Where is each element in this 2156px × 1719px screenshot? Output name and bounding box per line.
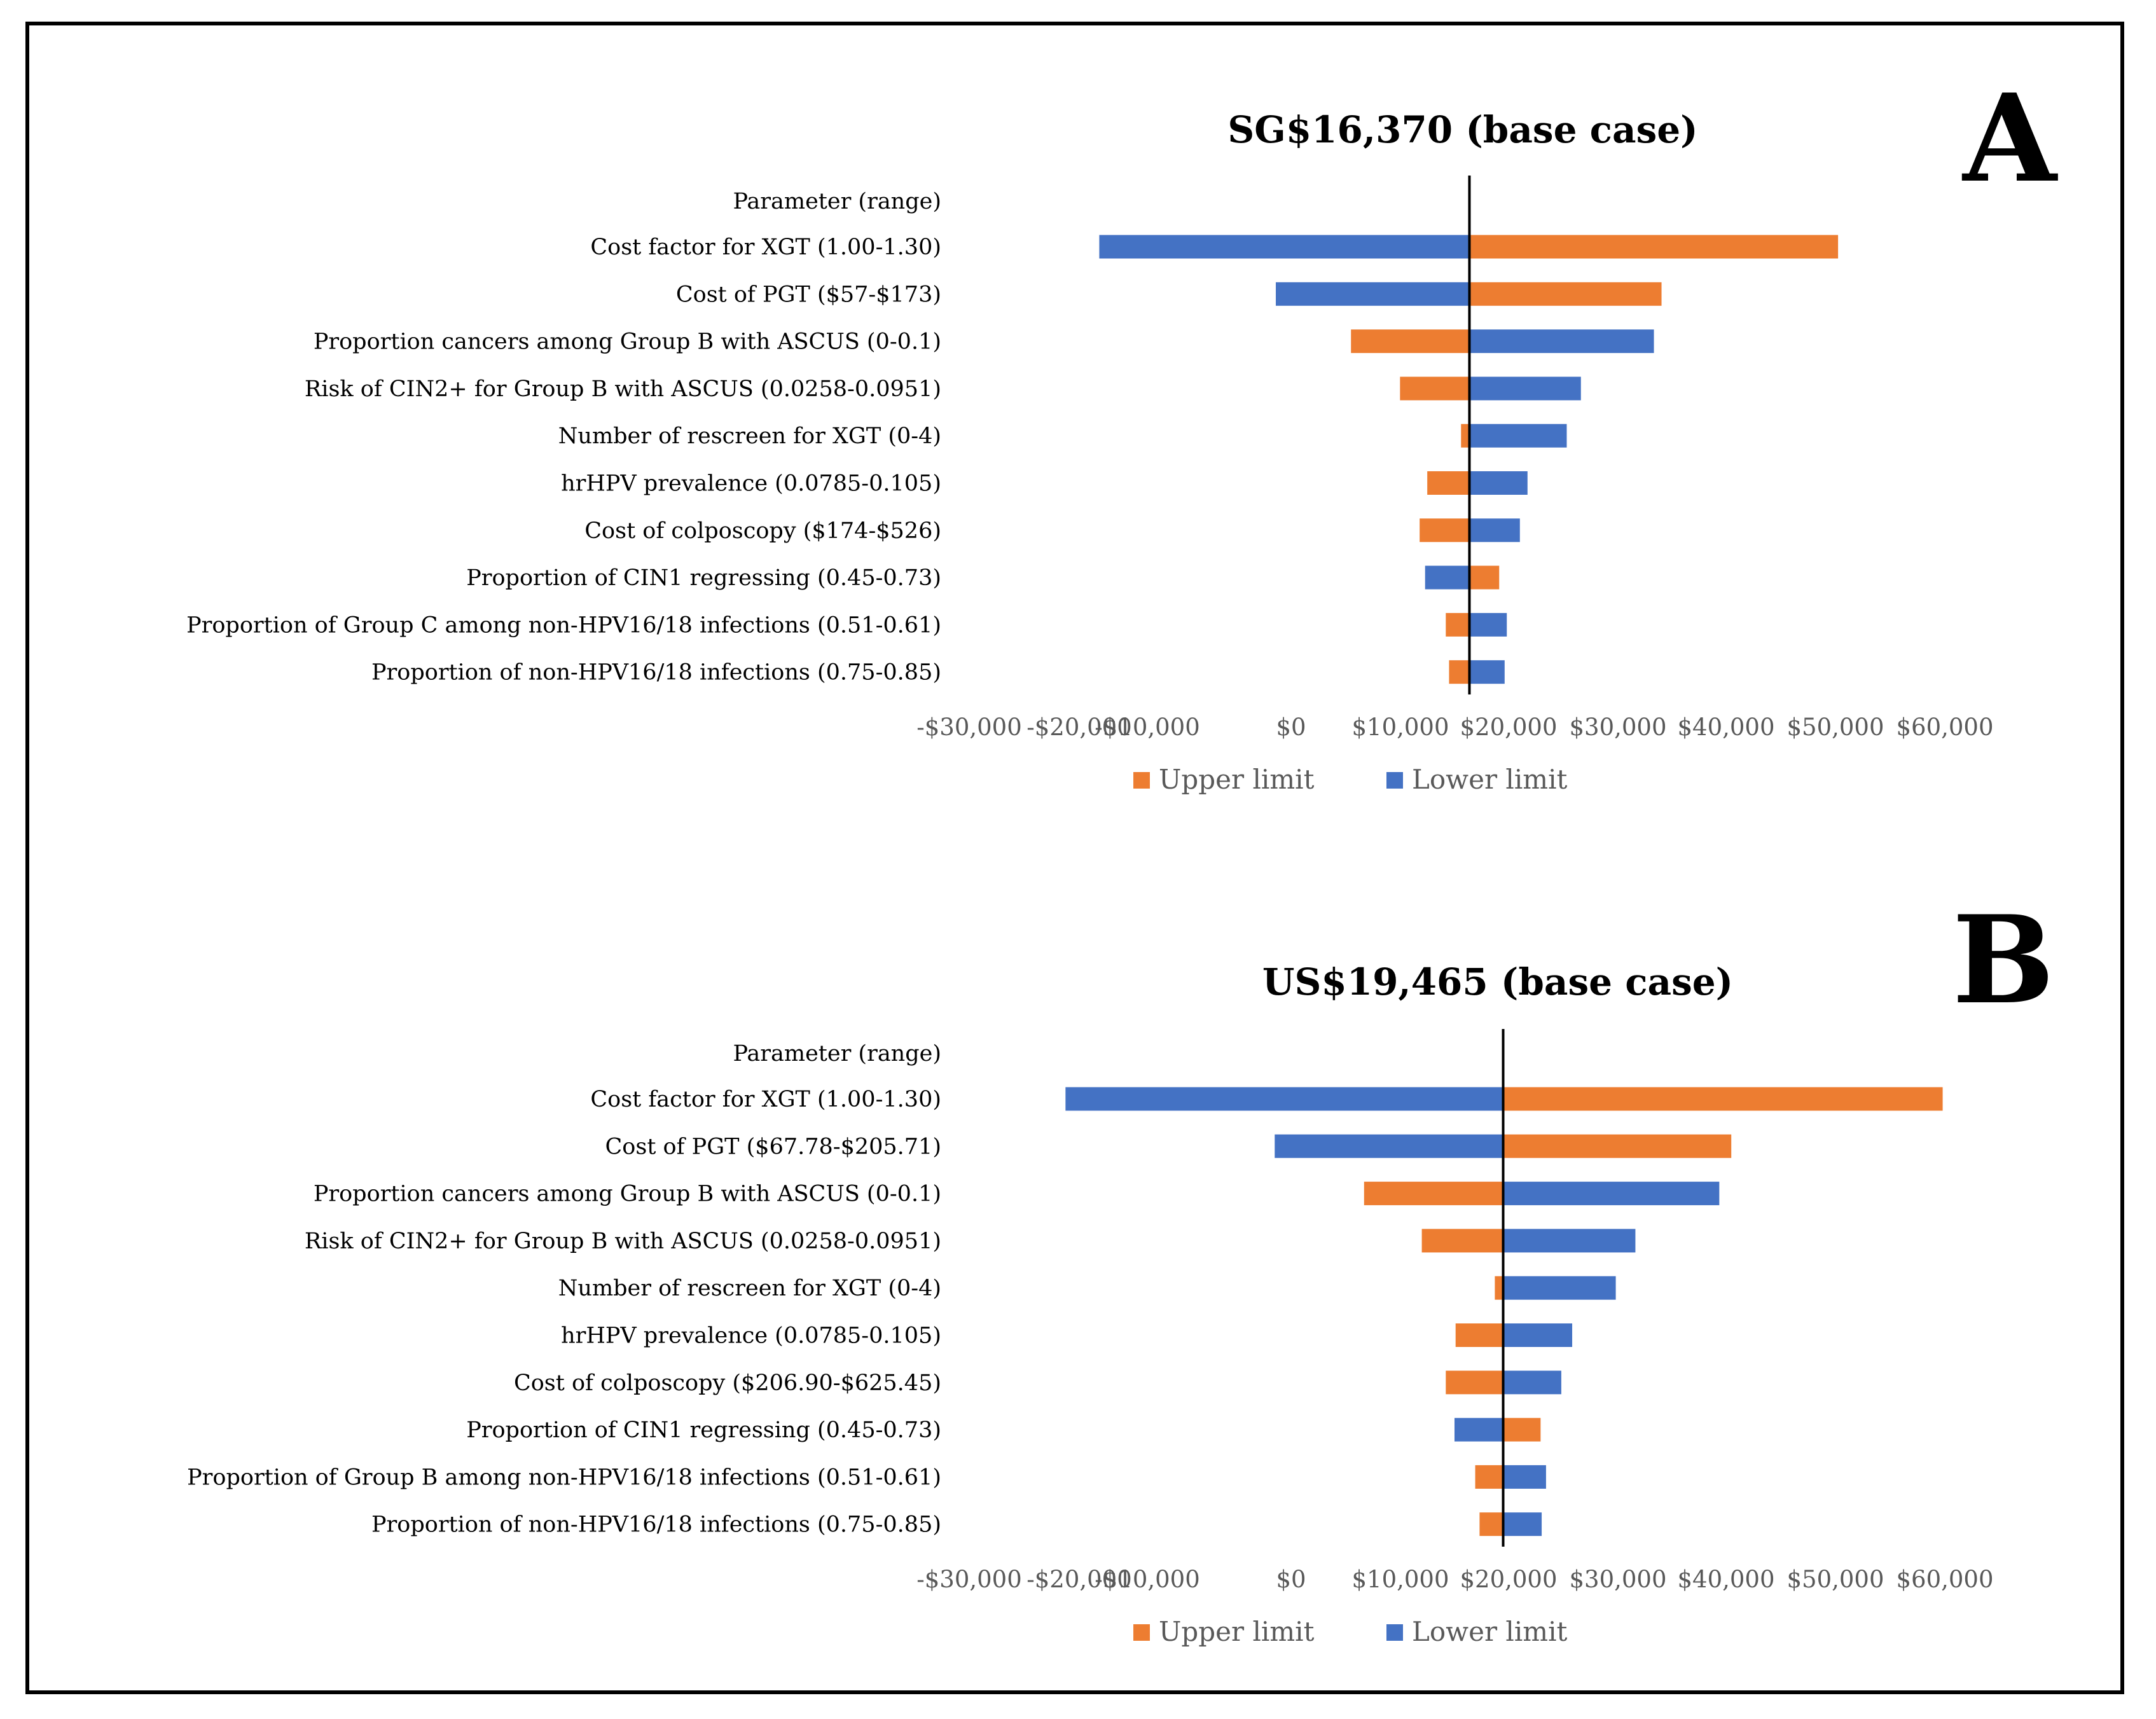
parameter-label: Cost factor for XGT (1.00-1.30) bbox=[590, 1087, 941, 1112]
figure-frame bbox=[25, 22, 2124, 1694]
upper-limit-bar bbox=[1503, 1134, 1732, 1158]
x-tick-label: -$10,000 bbox=[1095, 1566, 1200, 1593]
chart-title: SG$16,370 (base case) bbox=[1227, 108, 1697, 151]
upper-limit-bar bbox=[1495, 1276, 1503, 1300]
parameter-label: Cost of colposcopy ($206.90-$625.45) bbox=[514, 1370, 941, 1396]
x-tick-label: -$20,000 bbox=[1026, 714, 1132, 741]
x-tick-label: $0 bbox=[1276, 1566, 1306, 1593]
legend-upper-label: Upper limit bbox=[1159, 764, 1315, 795]
panel-label: A bbox=[1961, 67, 2058, 209]
x-tick-label: -$10,000 bbox=[1095, 714, 1200, 741]
x-tick-label: $10,000 bbox=[1351, 714, 1449, 741]
panel-label: B bbox=[1952, 889, 2055, 1031]
upper-limit-bar bbox=[1503, 1087, 1943, 1111]
lower-limit-bar bbox=[1503, 1276, 1616, 1300]
lower-limit-bar bbox=[1503, 1229, 1636, 1253]
parameter-header: Parameter (range) bbox=[733, 1041, 941, 1067]
upper-limit-bar bbox=[1420, 518, 1470, 542]
chart-title: US$19,465 (base case) bbox=[1262, 960, 1733, 1004]
parameter-label: Risk of CIN2+ for Group B with ASCUS (0.… bbox=[305, 376, 941, 402]
upper-limit-bar bbox=[1479, 1512, 1503, 1536]
upper-limit-bar bbox=[1469, 235, 1839, 259]
x-tick-label: $50,000 bbox=[1786, 1566, 1884, 1593]
lower-limit-bar bbox=[1469, 612, 1507, 637]
upper-limit-bar bbox=[1503, 1418, 1541, 1442]
parameter-label: Risk of CIN2+ for Group B with ASCUS (0.… bbox=[305, 1229, 941, 1254]
x-tick-label: -$30,000 bbox=[916, 714, 1022, 741]
upper-limit-bar bbox=[1449, 660, 1470, 684]
x-tick-label: $20,000 bbox=[1460, 714, 1557, 741]
x-tick-label: $0 bbox=[1276, 714, 1306, 741]
lower-limit-bar bbox=[1469, 471, 1528, 495]
lower-limit-bar bbox=[1065, 1087, 1503, 1111]
upper-limit-bar bbox=[1455, 1323, 1503, 1347]
upper-limit-bar bbox=[1446, 1370, 1503, 1395]
upper-limit-bar bbox=[1427, 471, 1470, 495]
lower-limit-bar bbox=[1503, 1323, 1573, 1347]
upper-limit-bar bbox=[1446, 612, 1470, 637]
lower-limit-bar bbox=[1469, 660, 1505, 684]
parameter-label: Cost of PGT ($57-$173) bbox=[676, 282, 941, 307]
lower-limit-bar bbox=[1099, 235, 1470, 259]
x-tick-label: $20,000 bbox=[1460, 1566, 1557, 1593]
lower-limit-bar bbox=[1503, 1182, 1720, 1206]
lower-limit-bar bbox=[1503, 1465, 1546, 1489]
legend-lower-label: Lower limit bbox=[1412, 764, 1568, 795]
legend-lower-swatch bbox=[1386, 772, 1403, 789]
lower-limit-bar bbox=[1469, 376, 1581, 401]
upper-limit-bar bbox=[1469, 282, 1662, 306]
legend-lower-label: Lower limit bbox=[1412, 1616, 1568, 1647]
upper-limit-bar bbox=[1475, 1465, 1503, 1489]
x-tick-label: $10,000 bbox=[1351, 1566, 1449, 1593]
lower-limit-bar bbox=[1503, 1370, 1561, 1395]
x-tick-label: -$20,000 bbox=[1026, 1566, 1132, 1593]
parameter-label: Proportion cancers among Group B with AS… bbox=[314, 1182, 941, 1207]
lower-limit-bar bbox=[1469, 329, 1654, 354]
parameter-label: Proportion of Group C among non-HPV16/18… bbox=[186, 612, 941, 638]
upper-limit-bar bbox=[1469, 565, 1500, 590]
legend-upper-swatch bbox=[1133, 772, 1150, 789]
x-tick-label: $50,000 bbox=[1786, 714, 1884, 741]
parameter-label: Number of rescreen for XGT (0-4) bbox=[558, 424, 941, 449]
lower-limit-bar bbox=[1276, 282, 1470, 306]
x-tick-label: $30,000 bbox=[1569, 1566, 1666, 1593]
parameter-header: Parameter (range) bbox=[733, 189, 941, 214]
legend-upper-label: Upper limit bbox=[1159, 1616, 1315, 1647]
x-tick-label: $60,000 bbox=[1896, 1566, 1993, 1593]
upper-limit-bar bbox=[1364, 1182, 1503, 1206]
upper-limit-bar bbox=[1461, 424, 1470, 448]
parameter-label: hrHPV prevalence (0.0785-0.105) bbox=[561, 1323, 941, 1349]
x-tick-label: $40,000 bbox=[1677, 1566, 1774, 1593]
upper-limit-bar bbox=[1400, 376, 1470, 401]
lower-limit-bar bbox=[1503, 1512, 1542, 1536]
parameter-label: Number of rescreen for XGT (0-4) bbox=[558, 1276, 941, 1301]
parameter-label: Cost of colposcopy ($174-$526) bbox=[584, 518, 941, 544]
lower-limit-bar bbox=[1455, 1418, 1503, 1442]
lower-limit-bar bbox=[1469, 424, 1567, 448]
upper-limit-bar bbox=[1351, 329, 1470, 354]
legend-lower-swatch bbox=[1386, 1624, 1403, 1641]
x-tick-label: $40,000 bbox=[1677, 714, 1774, 741]
x-tick-label: $30,000 bbox=[1569, 714, 1666, 741]
parameter-label: Proportion of CIN1 regressing (0.45-0.73… bbox=[466, 565, 941, 591]
lower-limit-bar bbox=[1425, 565, 1470, 590]
parameter-label: Cost factor for XGT (1.00-1.30) bbox=[590, 235, 941, 260]
upper-limit-bar bbox=[1421, 1229, 1503, 1253]
lower-limit-bar bbox=[1469, 518, 1520, 542]
parameter-label: Proportion of CIN1 regressing (0.45-0.73… bbox=[466, 1418, 941, 1443]
parameter-label: Proportion of non-HPV16/18 infections (0… bbox=[371, 1512, 941, 1538]
x-tick-label: $60,000 bbox=[1896, 714, 1993, 741]
parameter-label: Cost of PGT ($67.78-$205.71) bbox=[605, 1134, 941, 1159]
parameter-label: Proportion cancers among Group B with AS… bbox=[314, 329, 941, 355]
x-tick-label: -$30,000 bbox=[916, 1566, 1022, 1593]
parameter-label: hrHPV prevalence (0.0785-0.105) bbox=[561, 471, 941, 497]
legend-upper-swatch bbox=[1133, 1624, 1150, 1641]
parameter-label: Proportion of non-HPV16/18 infections (0… bbox=[371, 660, 941, 686]
lower-limit-bar bbox=[1275, 1134, 1503, 1158]
parameter-label: Proportion of Group B among non-HPV16/18… bbox=[187, 1465, 941, 1490]
